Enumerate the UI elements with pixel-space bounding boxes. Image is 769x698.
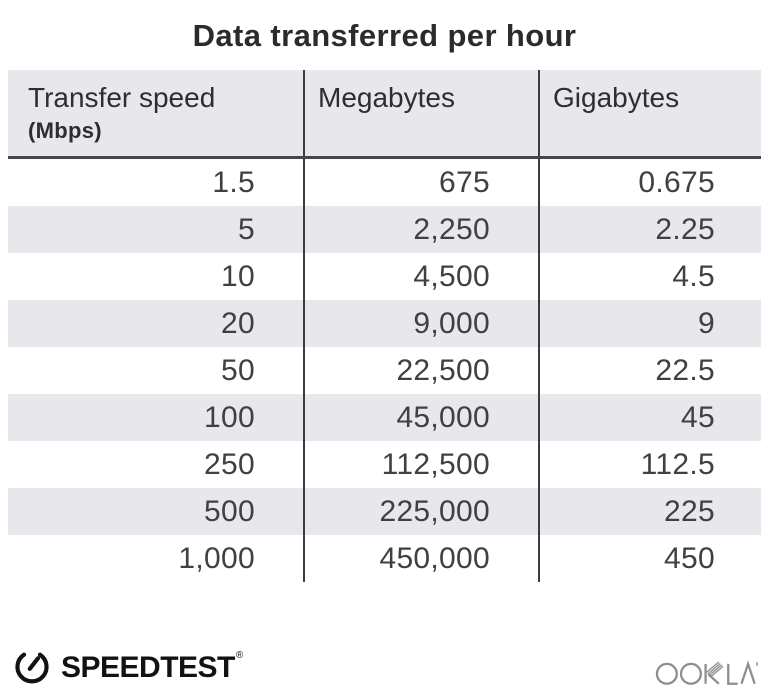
table-row: 5 2,250 2.25 <box>8 206 761 253</box>
column-header-megabytes: Megabytes <box>303 70 538 156</box>
table-cell-mbps: 100 <box>204 401 255 434</box>
table-cell-mbps: 20 <box>221 307 255 340</box>
table-cell-megabytes: 9,000 <box>303 300 538 347</box>
table-cell-gigabytes: 22.5 <box>538 347 761 394</box>
table-row: 500 225,000 225 <box>8 488 761 535</box>
table-cell-mbps: 10 <box>221 260 255 293</box>
table-row: 20 9,000 9 <box>8 300 761 347</box>
table-cell-megabytes: 675 <box>303 159 538 206</box>
table-cell-gigabytes: 450 <box>538 535 761 582</box>
ookla-wordmark <box>655 660 758 685</box>
table-row: 50 22,500 22.5 <box>8 347 761 394</box>
column-header-unit: (Mbps) <box>28 118 102 143</box>
table-cell-gigabytes: 9 <box>538 300 761 347</box>
table-cell-mbps: 500 <box>204 495 255 528</box>
table-cell-gigabytes: 112.5 <box>538 441 761 488</box>
table-cell-gigabytes: 45 <box>538 394 761 441</box>
table-cell-megabytes: 2,250 <box>303 206 538 253</box>
column-header-label: Megabytes <box>318 82 455 113</box>
page-title: Data transferred per hour <box>192 18 577 53</box>
speedtest-wordmark: SPEEDTEST® <box>61 649 243 684</box>
table-cell-gigabytes: 0.675 <box>538 159 761 206</box>
column-header-transfer-speed: Transfer speed (Mbps) <box>8 70 303 156</box>
table-cell-mbps: 1.5 <box>212 166 255 199</box>
table-cell-mbps: 50 <box>221 354 255 387</box>
table-cell-gigabytes: 2.25 <box>538 206 761 253</box>
table-row: 1.5 675 0.675 <box>8 159 761 206</box>
table-cell-megabytes: 22,500 <box>303 347 538 394</box>
table-cell-megabytes: 45,000 <box>303 394 538 441</box>
table-cell-mbps: 5 <box>238 213 255 246</box>
speedtest-logo: SPEEDTEST® <box>12 645 243 690</box>
table-cell-megabytes: 112,500 <box>303 441 538 488</box>
ookla-logo: OOKLA <box>653 654 761 688</box>
table-cell-megabytes: 225,000 <box>303 488 538 535</box>
table-row: 100 45,000 45 <box>8 394 761 441</box>
table-header-row: Transfer speed (Mbps) Megabytes Gigabyte… <box>8 70 761 159</box>
registered-trademark: ® <box>235 649 243 661</box>
table-cell-megabytes: 4,500 <box>303 253 538 300</box>
table-cell-megabytes: 450,000 <box>303 535 538 582</box>
column-header-gigabytes: Gigabytes <box>538 70 761 156</box>
table-cell-gigabytes: 4.5 <box>538 253 761 300</box>
table-cell-mbps: 1,000 <box>178 542 255 575</box>
table-row: 10 4,500 4.5 <box>8 253 761 300</box>
table-cell-mbps: 250 <box>204 448 255 481</box>
data-table: Transfer speed (Mbps) Megabytes Gigabyte… <box>8 70 761 582</box>
table-row: 1,000 450,000 450 <box>8 535 761 582</box>
table-row: 250 112,500 112.5 <box>8 441 761 488</box>
speedtest-gauge-icon <box>12 645 52 690</box>
table-cell-gigabytes: 225 <box>538 488 761 535</box>
column-header-label: Transfer speed <box>28 82 216 113</box>
table-body: 1.5 675 0.675 5 2,250 2.25 10 4,500 4.5 … <box>8 159 761 582</box>
column-header-label: Gigabytes <box>553 82 680 113</box>
